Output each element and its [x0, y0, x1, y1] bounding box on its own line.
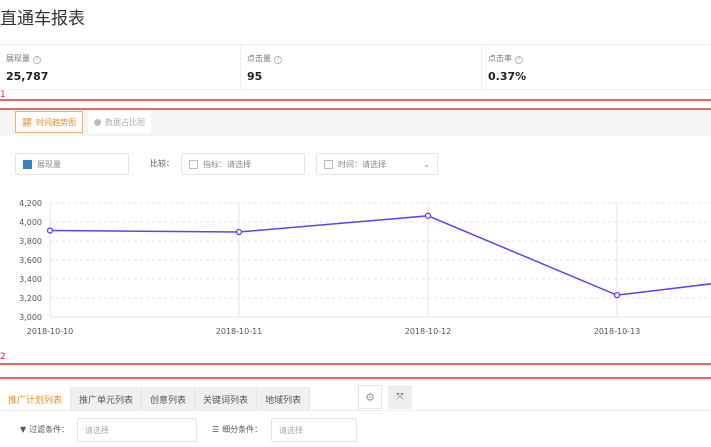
segment-label: ☰ 细分条件：: [212, 424, 262, 435]
data-point: [46, 227, 54, 234]
stat-value: 95: [247, 70, 263, 83]
line-chart: 3,000 3,200 3,400 3,600 3,800 4,000 4,200 2018-…: [19, 199, 711, 336]
settings-button[interactable]: ⚙: [358, 385, 382, 409]
x-tick-label: 2018-10-12: [405, 327, 452, 336]
time-select-text: 时间：请选择: [338, 159, 386, 169]
data-point: [424, 212, 432, 219]
annotation-marker: 1: [0, 90, 6, 100]
tab-keyword-list[interactable]: 关键词列表: [195, 387, 258, 411]
tab-creative-list[interactable]: 创意列表: [142, 387, 196, 411]
legend-label: 展现量: [37, 159, 61, 169]
x-tick-label: 2018-10-11: [216, 327, 263, 336]
filter-label: ▼ 过滤条件：: [20, 424, 69, 435]
stats-row: 展现量? 25,787 点击量? 95 点击率? 0.37%: [0, 44, 711, 90]
tab-label: 时间趋势图: [36, 117, 77, 127]
legend-swatch: [23, 159, 32, 169]
list-icon: ☰: [212, 425, 220, 434]
legend-impressions[interactable]: 展现量: [15, 153, 129, 175]
checkbox[interactable]: [189, 159, 198, 169]
metric-select-text: 指标：请选择: [203, 159, 251, 169]
x-tick-label: 2018-10-10: [27, 327, 74, 336]
stat-label: 点击率: [488, 54, 512, 63]
metric-select[interactable]: 指标：请选择: [181, 153, 305, 175]
expand-icon: ⤧: [396, 392, 404, 402]
tab-label: 数据占比图: [105, 117, 145, 127]
divider: [0, 99, 711, 101]
segment-label-text: 细分条件：: [222, 425, 263, 434]
fullscreen-button[interactable]: ⤧: [388, 385, 412, 409]
help-icon[interactable]: ?: [274, 56, 282, 64]
y-tick-label: 3,600: [19, 256, 42, 265]
page-title: 直通车报表: [0, 9, 85, 29]
compare-label: 比较：: [150, 159, 174, 168]
help-icon[interactable]: ?: [33, 56, 41, 64]
tab-data-share[interactable]: 数据占比图: [88, 111, 151, 133]
filter-input[interactable]: 请选择: [77, 418, 197, 442]
y-tick-label: 3,800: [19, 237, 42, 246]
stat-label: 展现量: [6, 54, 30, 63]
data-point: [235, 228, 243, 236]
divider: [0, 108, 711, 110]
time-select[interactable]: 时间：请选择 ⌄: [316, 153, 438, 175]
x-tick-label: 2018-10-13: [594, 327, 641, 336]
y-tick-label: 3,000: [19, 313, 42, 322]
tab-time-trend[interactable]: 📈︎ 时间趋势图: [15, 111, 84, 133]
stat-impressions: 展现量? 25,787: [0, 45, 241, 89]
pie-chart-icon: [94, 118, 101, 126]
tab-plan-list[interactable]: 推广计划列表: [0, 387, 72, 411]
y-tick-label: 3,400: [19, 275, 42, 284]
segment-input[interactable]: 请选择: [271, 418, 357, 442]
checkbox[interactable]: [324, 159, 333, 169]
series-line: [49, 215, 711, 296]
divider: [0, 363, 711, 365]
tab-region-list[interactable]: 地域列表: [257, 387, 311, 411]
y-tick-label: 3,200: [19, 294, 42, 303]
help-icon[interactable]: ?: [515, 56, 523, 64]
y-tick-label: 4,000: [19, 218, 42, 227]
chevron-down-icon: ⌄: [423, 159, 430, 169]
tab-unit-list[interactable]: 推广单元列表: [71, 387, 143, 411]
filter-label-text: 过滤条件：: [29, 425, 70, 434]
line-chart-icon: 📈︎: [22, 117, 33, 127]
annotation-marker: 2: [0, 352, 6, 362]
stat-value: 0.37%: [488, 70, 527, 83]
gear-icon: ⚙: [365, 390, 375, 404]
filter-icon: ▼: [20, 425, 27, 434]
list-tabs: 推广计划列表 推广单元列表 创意列表 关键词列表 地域列表: [0, 387, 311, 411]
stat-label: 点击量: [247, 54, 271, 63]
data-point: [613, 292, 621, 299]
stat-clicks: 点击量? 95: [241, 45, 482, 89]
stat-ctr: 点击率? 0.37%: [482, 45, 711, 89]
divider: [0, 377, 711, 379]
y-tick-label: 4,200: [19, 199, 42, 208]
divider: [0, 410, 711, 411]
stat-value: 25,787: [6, 70, 49, 83]
